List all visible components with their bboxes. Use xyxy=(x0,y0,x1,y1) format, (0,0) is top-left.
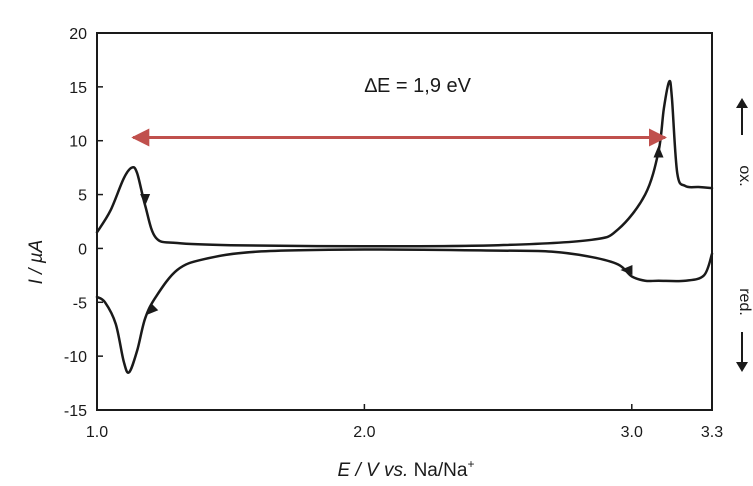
reduction-label: red. xyxy=(736,288,753,316)
y-tick-label: 0 xyxy=(78,241,87,258)
y-tick-label: 10 xyxy=(69,134,87,151)
x-axis-title-quantity: E / V xyxy=(338,460,382,481)
y-tick-label: -5 xyxy=(73,295,87,312)
x-tick-label: 1.0 xyxy=(86,424,108,441)
x-tick-label: 3.0 xyxy=(621,424,643,441)
y-tick-label: 15 xyxy=(69,80,87,97)
oxidation-arrowhead-icon xyxy=(736,98,748,108)
oxidation-indicator: ox. xyxy=(736,98,753,187)
y-tick-label: 5 xyxy=(78,188,87,205)
x-axis-title-vs: vs. xyxy=(384,460,408,481)
sweep-arrows xyxy=(140,145,664,316)
delta-e-label: ∆E = 1,9 eV xyxy=(365,75,472,97)
plot-frame xyxy=(96,32,713,411)
y-axis-ticks: 20 15 10 5 0 -5 -10 -15 xyxy=(64,26,103,420)
y-tick-label: -15 xyxy=(64,403,87,420)
y-tick-label: 20 xyxy=(69,26,87,43)
cv-curves xyxy=(95,79,714,374)
reduction-indicator: red. xyxy=(736,288,753,372)
reverse-sweep-line xyxy=(95,248,714,374)
oxidation-label: ox. xyxy=(736,165,753,186)
sweep-direction-arrow-icon xyxy=(146,303,159,316)
y-axis-title: I / µA xyxy=(26,240,47,285)
x-axis-title-sup: + xyxy=(467,457,474,471)
y-tick-label: -10 xyxy=(64,349,87,366)
x-tick-label: 2.0 xyxy=(353,424,375,441)
x-axis-title: E / V vs. Na/Na+ xyxy=(338,457,475,481)
sweep-direction-arrow-icon xyxy=(620,264,633,275)
x-axis-ticks: 1.0 2.0 3.0 3.3 xyxy=(86,404,723,441)
forward-sweep-line xyxy=(95,79,714,248)
x-axis-title-ref: Na/Na xyxy=(414,460,468,481)
reduction-arrowhead-icon xyxy=(736,362,748,372)
x-tick-label: 3.3 xyxy=(701,424,723,441)
sweep-direction-arrow-icon xyxy=(653,145,664,158)
sweep-direction-arrow-icon xyxy=(140,193,151,206)
